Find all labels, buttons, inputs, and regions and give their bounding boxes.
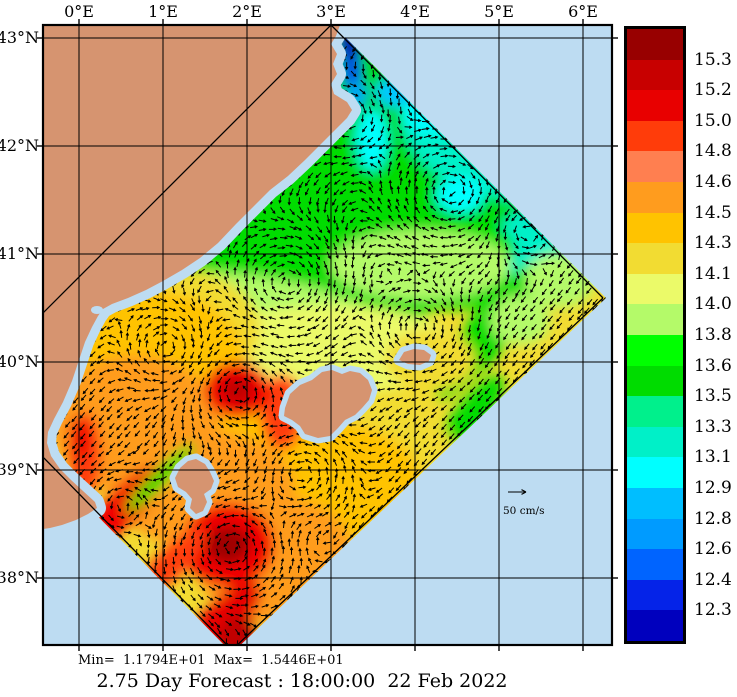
- colorbar-segment: [627, 273, 683, 305]
- x-tick-label: 6°E: [568, 2, 598, 21]
- y-tick-label: 41°N: [0, 244, 39, 263]
- colorbar-segment: [627, 549, 683, 580]
- y-tick-label: 40°N: [0, 352, 39, 371]
- island-ibiza: [175, 459, 214, 514]
- sst-patch: [69, 416, 91, 460]
- colorbar-label: 13.3: [694, 416, 732, 437]
- colorbar-segment: [627, 487, 683, 519]
- colorbar-label: 12.3: [694, 600, 732, 621]
- colorbar-segment: [627, 243, 683, 274]
- colorbar-label: 14.0: [694, 294, 732, 315]
- colorbar-label: 14.8: [694, 141, 732, 162]
- colorbar-segment: [627, 151, 683, 182]
- colorbar-segment: [627, 29, 683, 60]
- colorbar-label: 12.8: [694, 508, 732, 529]
- y-tick-label: 43°N: [0, 28, 39, 47]
- colorbar-label: 15.2: [694, 80, 732, 101]
- colorbar-label: 13.6: [694, 355, 732, 376]
- colorbar-segment: [627, 396, 683, 427]
- colorbar-segment: [627, 579, 683, 611]
- sst-patch: [218, 614, 258, 644]
- colorbar-label: 14.6: [694, 172, 732, 192]
- colorbar-label: 14.5: [694, 202, 732, 223]
- domain-edge-line: [44, 26, 331, 313]
- colorbar-segment: [627, 334, 683, 366]
- colorbar-segment: [627, 90, 683, 121]
- y-tick-label: 38°N: [0, 568, 39, 587]
- colorbar-segment: [627, 610, 683, 641]
- colorbar-label: 13.8: [694, 325, 732, 345]
- axis-ticks: [37, 19, 618, 651]
- scale-label: 50 cm/s: [503, 505, 544, 517]
- colorbar-segment: [627, 426, 683, 458]
- islands: [169, 343, 437, 520]
- colorbar-segment: [627, 518, 683, 550]
- sst-patch: [206, 526, 250, 564]
- x-tick-label: 5°E: [484, 2, 514, 21]
- colorbar-segment: [627, 457, 683, 488]
- scale-arrow-icon: [508, 489, 527, 495]
- x-tick-label: 4°E: [400, 2, 430, 21]
- domain-edge-line: [44, 457, 228, 644]
- colorbar-segment: [627, 59, 683, 91]
- colorbar-label: 14.3: [694, 233, 732, 254]
- colorbar-segment: [627, 304, 683, 335]
- colorbar-label: 13.1: [694, 447, 732, 468]
- x-tick-label: 3°E: [316, 2, 346, 21]
- map-frame: [41, 23, 614, 647]
- axis-labels: 0°E 1°E 2°E 3°E 4°E 5°E 6°E 43°N 42°N 41°N 40°N 39°…: [0, 2, 598, 587]
- sst-patch: [330, 230, 510, 300]
- plot-title: 2.75 Day Forecast : 18:00:00 22 Feb 2022: [96, 670, 508, 692]
- domain-edge-line: [331, 26, 604, 299]
- island-mallorca: [284, 370, 372, 438]
- sst-patch: [490, 295, 550, 345]
- colorbar-label: 12.6: [694, 539, 732, 560]
- colorbar-label: 12.9: [694, 478, 732, 498]
- temperature-colorbar: [624, 26, 686, 644]
- colorbar-segment: [627, 212, 683, 244]
- colorbar-label: 13.5: [694, 386, 732, 407]
- minmax-readout: Min= 1.1794E+01 Max= 1.5446E+01: [78, 653, 344, 668]
- colorbar-label: 15.0: [694, 110, 732, 131]
- colorbar-label: 14.1: [694, 263, 732, 284]
- land: [44, 26, 352, 529]
- colorbar-segment: [627, 181, 683, 213]
- model-domain-boundary: [44, 26, 604, 644]
- ebro-lagoon: [91, 306, 103, 314]
- vector-scale-legend: 50 cm/s: [503, 489, 544, 517]
- x-tick-label: 2°E: [232, 2, 262, 21]
- y-tick-label: 42°N: [0, 136, 39, 155]
- x-tick-label: 1°E: [148, 2, 178, 21]
- colorbar-label: 12.4: [694, 569, 732, 590]
- domain-edge-line: [237, 297, 604, 644]
- x-tick-label: 0°E: [64, 2, 94, 21]
- colorbar-segment: [627, 365, 683, 397]
- grid-lines: [44, 26, 611, 644]
- colorbar-segment: [627, 120, 683, 152]
- colorbar-label: 15.3: [694, 49, 732, 70]
- y-tick-label: 39°N: [0, 460, 39, 479]
